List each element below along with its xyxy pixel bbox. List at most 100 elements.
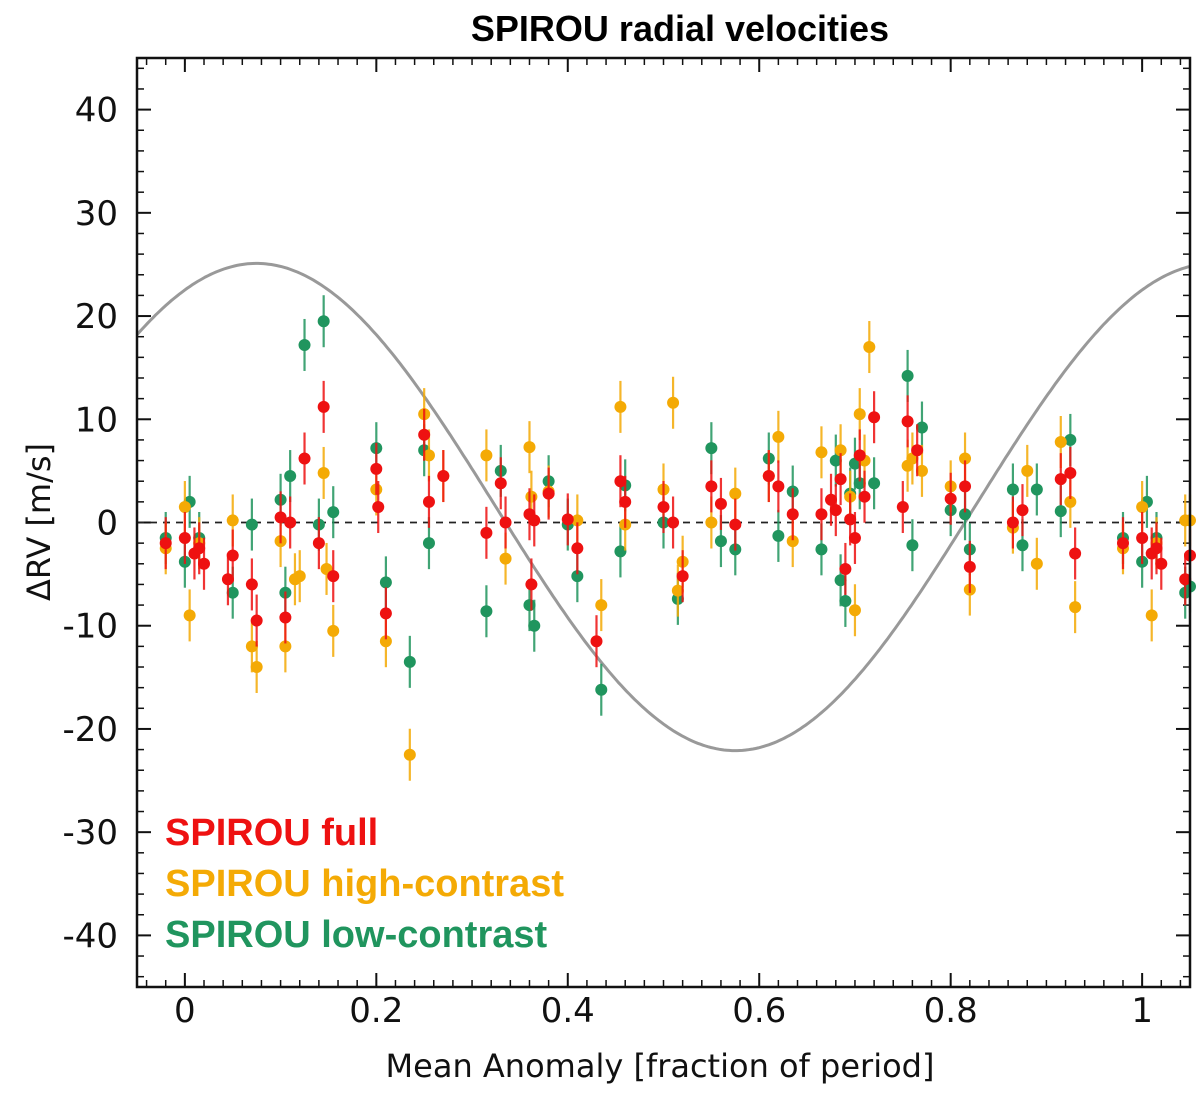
x-tick-label: 0.6 (732, 991, 786, 1031)
data-point (221, 573, 234, 586)
data-point (901, 415, 914, 428)
data-point (1006, 483, 1019, 496)
data-point (1064, 495, 1077, 508)
x-tick-label: 1 (1131, 991, 1153, 1031)
y-tick-label: -20 (62, 710, 118, 750)
data-point (729, 487, 742, 500)
data-point (193, 542, 206, 555)
data-point (853, 477, 866, 490)
data-point (667, 396, 680, 409)
data-point (298, 338, 311, 351)
data-point (250, 661, 263, 674)
data-point (1030, 557, 1043, 570)
data-point (528, 514, 541, 527)
data-point (853, 408, 866, 421)
x-tick-label: 0.4 (541, 991, 595, 1031)
data-point (317, 400, 330, 413)
data-point (786, 508, 799, 521)
data-point (525, 490, 538, 503)
data-point (1179, 573, 1192, 586)
data-point (1016, 539, 1029, 552)
y-tick-label: -30 (62, 813, 118, 853)
data-point (571, 514, 584, 527)
data-point (815, 543, 828, 556)
data-point (1006, 516, 1019, 529)
chart-title: SPIROU radial velocities (471, 8, 889, 49)
data-point (372, 501, 385, 514)
plot-frame (135, 56, 1192, 989)
data-point (829, 454, 842, 467)
data-point (959, 480, 972, 493)
data-point (499, 516, 512, 529)
data-point (317, 466, 330, 479)
data-point (178, 501, 191, 514)
series-spirou-high-contrast (159, 321, 1196, 781)
data-point (250, 614, 263, 627)
data-point (379, 607, 392, 620)
y-tick-label: 30 (75, 194, 118, 234)
series-spirou-low-contrast (159, 295, 1196, 716)
data-point (422, 449, 435, 462)
data-point (327, 570, 340, 583)
data-point (762, 470, 775, 483)
legend-entry-full: SPIROU full (165, 812, 378, 854)
data-point (614, 545, 627, 558)
model-curve (135, 261, 1191, 753)
data-point (829, 504, 842, 517)
data-point (714, 535, 727, 548)
y-tick-label: -10 (62, 607, 118, 647)
data-point (944, 492, 957, 505)
data-point (525, 578, 538, 591)
data-point (226, 586, 239, 599)
legend-entry-low-contrast: SPIROU low-contrast (165, 914, 547, 956)
data-point (714, 497, 727, 510)
x-tick-label: 0 (174, 991, 196, 1031)
data-point (1136, 531, 1149, 544)
data-point (284, 470, 297, 483)
data-point (284, 516, 297, 529)
data-point (815, 446, 828, 459)
data-point (494, 477, 507, 490)
data-point (379, 635, 392, 648)
data-point (834, 574, 847, 587)
data-point (499, 552, 512, 565)
data-point (293, 570, 306, 583)
data-point (159, 537, 172, 550)
data-point (1155, 557, 1168, 570)
data-point (839, 594, 852, 607)
data-point (595, 683, 608, 696)
data-point (312, 537, 325, 550)
data-point (868, 477, 881, 490)
data-point (1116, 537, 1129, 550)
data-point (834, 473, 847, 486)
data-point (1069, 547, 1082, 560)
data-point (667, 516, 680, 529)
data-point (901, 369, 914, 382)
data-point (245, 640, 258, 653)
data-point (571, 570, 584, 583)
data-point (915, 464, 928, 477)
y-tick-label: 40 (75, 91, 118, 131)
data-point (327, 624, 340, 637)
data-point (437, 470, 450, 483)
data-point (226, 549, 239, 562)
data-point (403, 655, 416, 668)
y-tick-label: -40 (62, 916, 118, 956)
data-point (676, 570, 689, 583)
data-point (422, 537, 435, 550)
data-point (772, 430, 785, 443)
data-point (906, 539, 919, 552)
data-point (911, 444, 924, 457)
data-point (226, 514, 239, 527)
data-point (1064, 433, 1077, 446)
data-point (1016, 504, 1029, 517)
data-point (1069, 601, 1082, 614)
data-point (1064, 466, 1077, 479)
data-point (590, 635, 603, 648)
data-point (705, 480, 718, 493)
data-point (279, 611, 292, 624)
data-point (705, 442, 718, 455)
data-point (370, 462, 383, 475)
data-point (848, 531, 861, 544)
legend: SPIROU full SPIROU high-contrast SPIROU … (165, 812, 564, 956)
